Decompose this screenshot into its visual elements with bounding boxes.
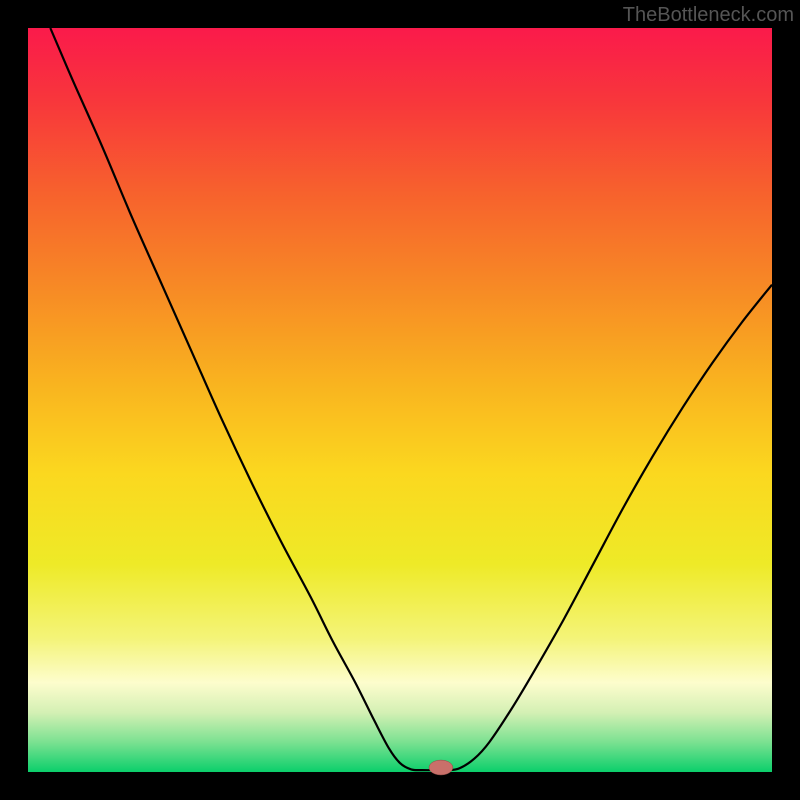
- plot-frame: [28, 28, 772, 772]
- optimal-marker: [429, 760, 453, 775]
- watermark-text: TheBottleneck.com: [623, 4, 794, 27]
- marker-layer: [28, 28, 772, 772]
